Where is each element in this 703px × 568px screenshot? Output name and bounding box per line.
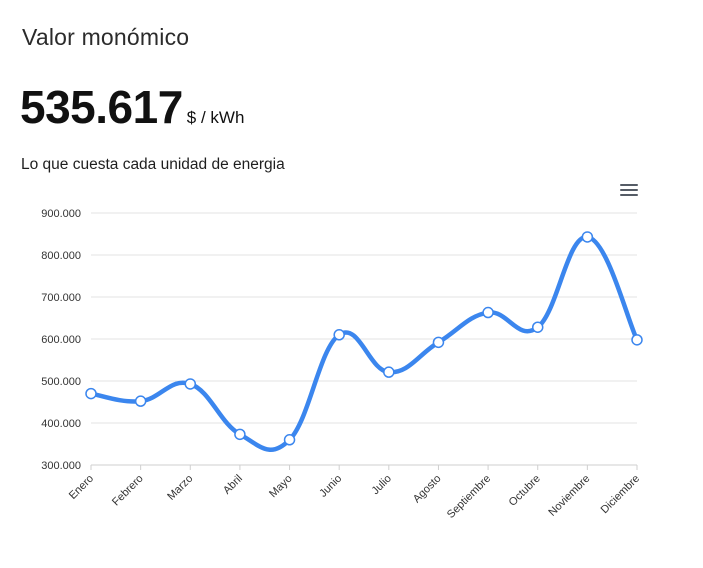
x-tick-label: Diciembre xyxy=(599,473,642,516)
y-tick-label: 800.000 xyxy=(41,250,81,262)
x-tick-label: Agosto xyxy=(411,473,444,506)
x-tick-label: Julio xyxy=(369,473,393,497)
x-tick-label: Junio xyxy=(317,473,344,500)
x-tick-label: Mayo xyxy=(267,473,295,501)
y-tick-label: 600.000 xyxy=(41,334,81,346)
x-tick-label: Noviembre xyxy=(546,473,592,519)
data-point[interactable] xyxy=(432,336,445,349)
x-tick-label: Abril xyxy=(221,473,245,497)
kpi-value: 535.617 xyxy=(20,81,183,133)
data-point[interactable] xyxy=(482,306,494,319)
x-tick-label: Enero xyxy=(67,473,96,502)
y-tick-label: 300.000 xyxy=(41,460,81,472)
x-tick-label: Octubre xyxy=(507,473,543,509)
y-tick-label: 700.000 xyxy=(41,292,81,304)
data-point[interactable] xyxy=(383,366,395,378)
data-point[interactable] xyxy=(631,334,643,346)
kpi-unit: $ / kWh xyxy=(186,108,245,127)
y-tick-label: 400.000 xyxy=(41,418,81,430)
y-tick-label: 500.000 xyxy=(41,376,81,388)
data-point[interactable] xyxy=(581,231,594,243)
x-tick-label: Febrero xyxy=(110,473,146,509)
hamburger-menu-icon[interactable] xyxy=(620,184,638,198)
data-point[interactable] xyxy=(531,321,544,333)
kpi-value-group: 535.617 $ / kWh xyxy=(20,80,244,134)
card-title: Valor monómico xyxy=(22,24,190,50)
series-line xyxy=(88,234,640,452)
data-point[interactable] xyxy=(134,395,147,407)
menu-bar xyxy=(620,189,638,191)
y-tick-label: 900.000 xyxy=(41,208,81,220)
chart-subtitle: Lo que cuesta cada unidad de energia xyxy=(21,156,285,173)
data-point[interactable] xyxy=(85,387,97,400)
menu-bar xyxy=(620,184,638,186)
data-point[interactable] xyxy=(234,428,246,441)
data-point[interactable] xyxy=(184,378,197,390)
menu-bar xyxy=(620,194,638,196)
x-tick-label: Marzo xyxy=(165,473,195,503)
x-tick-label: Septiembre xyxy=(445,473,493,521)
data-point[interactable] xyxy=(283,434,296,446)
data-point[interactable] xyxy=(333,329,345,341)
